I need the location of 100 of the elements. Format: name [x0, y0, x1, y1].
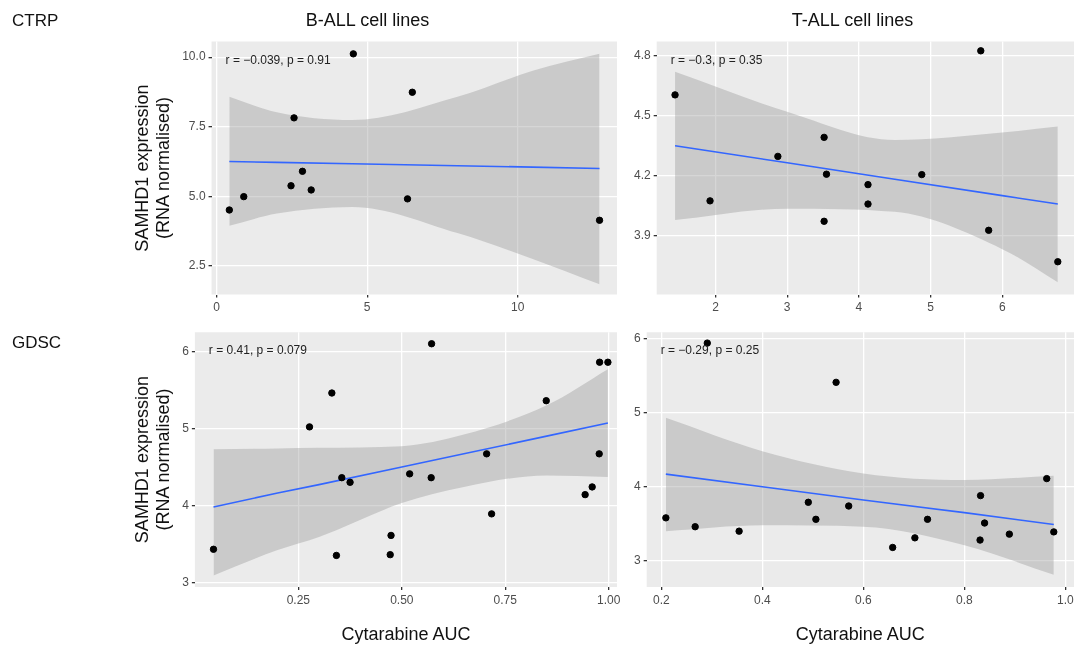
- point: [1005, 530, 1014, 538]
- point: [822, 170, 831, 178]
- point: [820, 217, 828, 225]
- point: [980, 519, 989, 527]
- point: [595, 216, 604, 224]
- text: GDSC: [12, 333, 62, 352]
- point: [832, 378, 840, 387]
- y-tick-label: 4.5: [633, 108, 651, 123]
- annotation: r = 0.41, p = 0.079: [208, 343, 308, 358]
- point: [387, 531, 395, 540]
- point: [287, 182, 295, 190]
- point: [328, 389, 336, 397]
- point: [706, 197, 714, 205]
- y-tick-label: 3: [633, 553, 641, 568]
- point: [298, 167, 307, 175]
- point: [911, 534, 919, 542]
- point: [290, 114, 298, 122]
- point: [588, 483, 596, 491]
- text: CTRP: [12, 11, 59, 30]
- x-axis-title: Cytarabine AUC: [795, 624, 925, 645]
- annotation: r = −0.29, p = 0.25: [660, 343, 760, 358]
- point: [338, 473, 346, 482]
- point: [976, 536, 984, 544]
- y-axis-title: SAMHD1 expression (RNA normalised): [131, 84, 174, 252]
- x-tick-label: 0.4: [754, 592, 772, 607]
- x-tick-label: 0.8: [956, 592, 974, 607]
- point: [386, 550, 394, 559]
- point: [864, 200, 872, 208]
- point: [888, 543, 897, 552]
- x-tick-label: 1.0: [1057, 592, 1075, 607]
- x-tick-label: 1.00: [597, 592, 621, 607]
- point: [408, 88, 417, 96]
- annotation: r = −0.039, p = 0.91: [225, 52, 331, 67]
- point: [595, 358, 604, 366]
- point: [604, 358, 612, 366]
- y-tick-label: 4: [633, 479, 641, 494]
- x-tick-label: 0.50: [390, 592, 414, 607]
- point: [427, 340, 436, 348]
- chart-title: T-ALL cell lines: [791, 9, 914, 30]
- point: [1054, 258, 1062, 266]
- point: [595, 450, 603, 458]
- x-axis-title: Cytarabine AUC: [341, 624, 471, 645]
- point: [209, 545, 218, 553]
- point: [346, 478, 354, 487]
- point: [691, 523, 699, 531]
- point: [923, 515, 932, 524]
- y-axis-title: SAMHD1 expression (RNA normalised): [131, 376, 174, 544]
- y-tick-label: 5.0: [188, 188, 206, 203]
- y-tick-label: 4.2: [633, 168, 651, 183]
- x-tick-label: 6: [998, 300, 1006, 315]
- point: [1043, 474, 1051, 483]
- y-tick-label: 5: [182, 420, 190, 435]
- x-tick-label: 10: [510, 300, 525, 315]
- point: [735, 527, 743, 535]
- point: [581, 490, 589, 499]
- point: [225, 206, 234, 214]
- x-tick-label: 0.25: [286, 592, 311, 607]
- point: [864, 180, 872, 189]
- x-tick-label: 0.6: [855, 592, 873, 607]
- point: [1050, 528, 1058, 536]
- x-tick-label: 0: [213, 300, 221, 315]
- y-tick-label: 4: [182, 497, 190, 512]
- y-tick-label: 2.5: [188, 258, 206, 273]
- chart-title: B-ALL cell lines: [305, 9, 430, 30]
- x-tick-label: 0.2: [652, 592, 670, 607]
- point: [349, 50, 358, 58]
- x-tick-label: 4: [855, 300, 863, 315]
- point: [307, 186, 315, 194]
- point: [332, 551, 341, 560]
- x-tick-label: 5: [927, 300, 935, 315]
- y-tick-label: 6: [633, 330, 641, 345]
- point: [977, 47, 985, 55]
- point: [305, 423, 314, 431]
- point: [403, 195, 412, 203]
- x-tick-label: 3: [783, 300, 791, 315]
- point: [671, 91, 679, 99]
- point: [482, 450, 491, 458]
- point: [984, 226, 993, 234]
- x-tick-label: 5: [363, 300, 371, 315]
- point: [405, 470, 414, 478]
- point: [804, 498, 813, 506]
- y-tick-label: 10.0: [182, 49, 206, 64]
- annotation: r = −0.3, p = 0.35: [670, 52, 763, 67]
- y-tick-label: 3: [182, 574, 190, 589]
- point: [542, 397, 550, 405]
- point: [774, 152, 782, 161]
- point: [240, 192, 248, 201]
- point: [427, 473, 435, 482]
- x-tick-label: 2: [712, 300, 720, 315]
- y-tick-label: 3.9: [633, 228, 651, 243]
- point: [845, 502, 853, 510]
- point: [820, 133, 828, 142]
- point: [487, 510, 496, 518]
- point: [918, 170, 926, 179]
- y-tick-label: 7.5: [188, 119, 206, 134]
- point: [662, 514, 670, 522]
- point: [976, 491, 985, 500]
- x-tick-label: 0.75: [493, 592, 518, 607]
- point: [812, 515, 820, 524]
- y-tick-label: 4.8: [633, 47, 651, 62]
